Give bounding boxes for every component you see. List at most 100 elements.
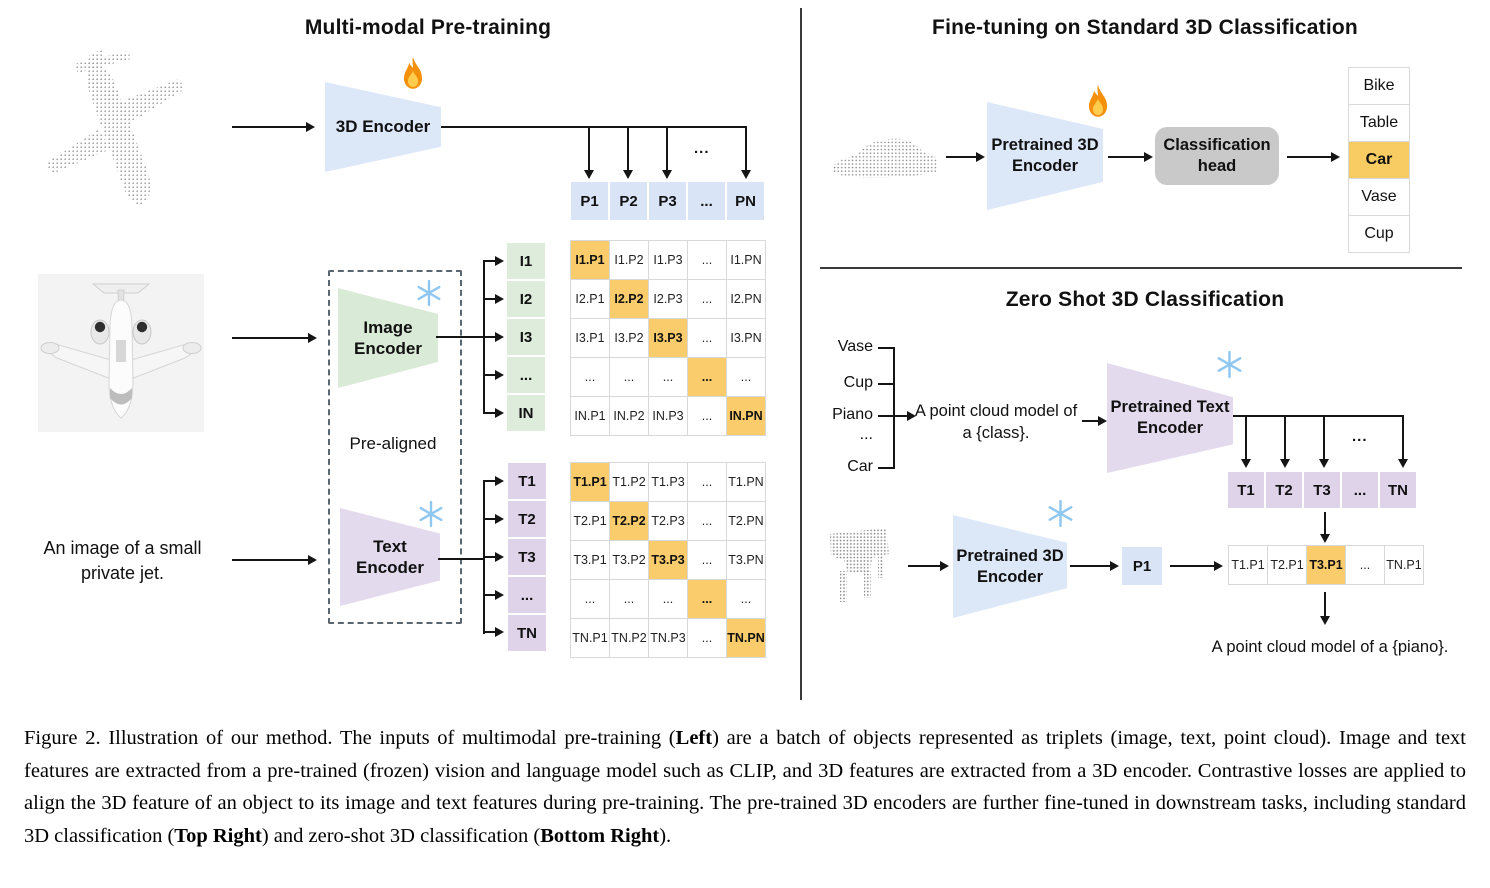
i-branch-2 (483, 298, 495, 300)
matrix-cell: ... (727, 358, 765, 396)
arrow-t-row-to-sim (1324, 512, 1326, 534)
3d-encoder: 3D Encoder (325, 82, 441, 172)
matrix-cell: T2.P3 (649, 502, 687, 540)
arrow-airplane-to-3d-encoder (232, 126, 306, 128)
vertical-divider (800, 8, 802, 700)
i-branch-1 (483, 260, 495, 262)
matrix-cell: ... (688, 280, 726, 318)
p-cell: PN (727, 182, 764, 220)
matrix-cell: I2.P3 (649, 280, 687, 318)
bracket-tick-vase (878, 347, 894, 349)
sim-cell: T1.P1 (1229, 546, 1267, 584)
jet-image (38, 274, 204, 432)
branch-p3 (666, 126, 668, 170)
matrix-cell: TN.P3 (649, 619, 687, 657)
sim-cell: TN.P1 (1385, 546, 1423, 584)
t-branch-5 (483, 631, 495, 633)
matrix-cell: T3.P1 (571, 541, 609, 579)
p-cell: P2 (610, 182, 647, 220)
branch-t1 (1245, 415, 1247, 459)
p-cell: P1 (571, 182, 608, 220)
branch-tn (1402, 415, 1404, 459)
matrix-cell: IN.PN (727, 397, 765, 435)
snowflake-icon (419, 501, 443, 527)
t-cell: TN (508, 615, 546, 651)
matrix-cell: ... (688, 358, 726, 396)
t-feature-column: T1 T2 T3... TN (508, 463, 546, 651)
image-encoder-output-line (436, 336, 484, 338)
pre-aligned-box (328, 270, 462, 624)
arrow-prompt-to-text-encoder (1082, 420, 1098, 422)
fire-icon (1088, 85, 1108, 117)
figure-caption: Figure 2. Illustration of our method. Th… (24, 727, 1466, 847)
matrix-cell: T3.PN (727, 541, 765, 579)
horizontal-divider (820, 267, 1462, 269)
t-cell: TN (1380, 472, 1416, 508)
branch-t3 (1323, 415, 1325, 459)
snowflake-icon (417, 280, 441, 306)
i-branch-5 (483, 412, 495, 414)
class-label-ellipsis: ... (859, 426, 873, 443)
zero-shot-title: Zero Shot 3D Classification (1005, 288, 1285, 311)
i-cell: IN (507, 395, 545, 431)
class-label-cup: Cup (843, 374, 873, 391)
arrow-text-to-text-encoder (232, 559, 308, 561)
t-cell: T2 (508, 501, 546, 537)
matrix-cell: IN.P2 (610, 397, 648, 435)
matrix-cell: ... (571, 580, 609, 618)
airplane-point-cloud (46, 50, 185, 205)
t-cell: T2 (1266, 472, 1302, 508)
t-cell: T3 (508, 539, 546, 575)
t-cell: ... (508, 577, 546, 613)
matrix-cell: I2.PN (727, 280, 765, 318)
matrix-cell: T1.P1 (571, 463, 609, 501)
arrow-p1-to-sim (1170, 565, 1214, 567)
fine-tuning-title: Fine-tuning on Standard 3D Classificatio… (932, 16, 1358, 39)
t-branch-4 (483, 594, 495, 596)
arrow-encoder-to-head (1108, 156, 1144, 158)
image-point-similarity-matrix: I1.P1 I1.P2 I1.P3... I1.PN I2.P1 I2.P2 I2.P3..… (570, 240, 766, 436)
i-feature-column: I1 I2 I3... IN (507, 243, 545, 431)
matrix-cell: T3.P2 (610, 541, 648, 579)
i-cell: I1 (507, 243, 545, 279)
matrix-cell: I1.P3 (649, 241, 687, 279)
branch-p2 (627, 126, 629, 170)
t-branch-1 (483, 480, 495, 482)
p-cell: P3 (649, 182, 686, 220)
t-branch-3 (483, 556, 495, 558)
class-cell: Bike (1349, 68, 1409, 104)
matrix-cell: ... (688, 397, 726, 435)
prompt-text: A point cloud model of a {class}. (914, 402, 1078, 442)
p1-feature-cell: P1 (1122, 547, 1162, 585)
pretrained-3d-encoder-zeroshot: Pretrained 3D Encoder (953, 515, 1067, 618)
i-cell: ... (507, 357, 545, 393)
branch-ellipsis: ... (1352, 428, 1368, 445)
fire-icon (403, 57, 423, 89)
class-cell: Car (1349, 142, 1409, 178)
matrix-cell: IN.P3 (649, 397, 687, 435)
t-feature-row: T1 T2 T3... TN (1228, 472, 1416, 508)
3d-encoder-output-line (441, 126, 747, 128)
matrix-cell: T3.P3 (649, 541, 687, 579)
bracket-tick-piano (878, 415, 894, 417)
classification-head: Classification head (1155, 127, 1279, 185)
i-branch-4 (483, 374, 495, 376)
sim-cell: T3.P1 (1307, 546, 1345, 584)
text-encoder-output-line (1233, 415, 1404, 417)
t-cell: ... (1342, 472, 1378, 508)
i-branch-3 (483, 336, 495, 338)
arrow-piano-to-encoder (908, 565, 940, 567)
sim-cell: T2.P1 (1268, 546, 1306, 584)
matrix-cell: ... (649, 580, 687, 618)
matrix-cell: I2.P2 (610, 280, 648, 318)
matrix-cell: T2.PN (727, 502, 765, 540)
class-prediction-list: Bike Table Car Vase Cup (1348, 67, 1410, 253)
matrix-cell: ... (727, 580, 765, 618)
matrix-cell: I3.P1 (571, 319, 609, 357)
left-panel-title: Multi-modal Pre-training (304, 16, 552, 39)
arrow-car-to-encoder (946, 156, 976, 158)
bracket-tick-car (878, 467, 894, 469)
t-cell: T1 (1228, 472, 1264, 508)
matrix-cell: ... (571, 358, 609, 396)
